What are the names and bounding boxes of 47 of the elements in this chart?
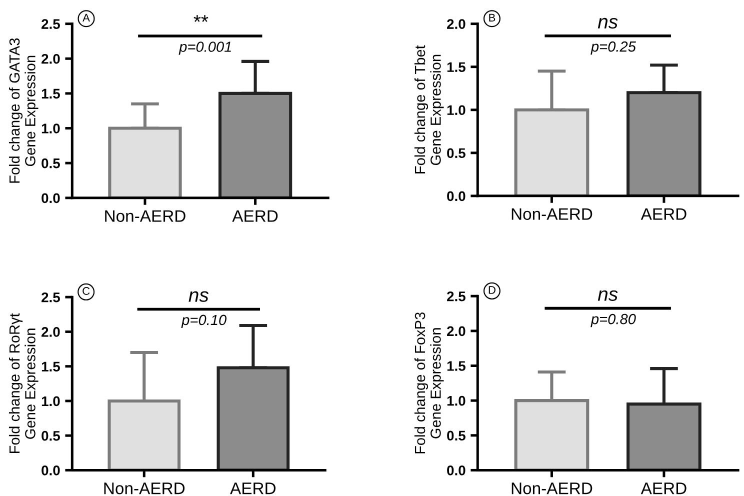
x-tick-label: AERD bbox=[640, 208, 686, 220]
y-tick-label: 0.5 bbox=[447, 430, 466, 441]
chart-title: C bbox=[82, 287, 90, 295]
y-tick-label: 1.5 bbox=[42, 362, 60, 372]
x-tick-label: Non-AERD bbox=[512, 208, 592, 220]
chart-title: B bbox=[489, 14, 496, 22]
y-tick-label: 1.0 bbox=[447, 105, 466, 116]
y-tick-label: 1.0 bbox=[42, 124, 60, 134]
y-tick-label: 2.0 bbox=[447, 326, 466, 336]
text: ** bbox=[194, 15, 208, 22]
y-tick-label: 2.5 bbox=[42, 19, 60, 29]
y-axis-title: Fold change of GATA3 Gene Expression bbox=[8, 38, 38, 183]
y-tick-label: 0.5 bbox=[447, 148, 466, 158]
y-axis-title: Fold change of RoRγt Gene Expression bbox=[8, 313, 38, 453]
x-tick-label: AERD bbox=[640, 482, 686, 494]
y-axis-title: Fold change of FoxP3 Gene Expression bbox=[414, 312, 444, 454]
annotation: ns bbox=[598, 18, 618, 29]
y-tick-label: 2.0 bbox=[42, 327, 60, 337]
y-axis-title: Fold change of Tbet Gene Expression bbox=[414, 45, 444, 174]
x-tick-label: AERD bbox=[230, 482, 276, 494]
x-tick-label: Non-AERD bbox=[105, 210, 186, 222]
y-tick-label: 0.5 bbox=[42, 158, 60, 168]
annotation: p=0.80 bbox=[590, 314, 636, 328]
annotation: p=0.25 bbox=[590, 41, 636, 55]
y-tick-label: 1.0 bbox=[447, 396, 466, 406]
y-tick-label: 0.0 bbox=[42, 193, 60, 204]
y-tick-label: 1.5 bbox=[447, 62, 466, 72]
chart-title: D bbox=[488, 286, 496, 294]
annotation: p=0.001 bbox=[178, 42, 231, 55]
annotation: ns bbox=[188, 291, 209, 302]
chart-title: A bbox=[82, 14, 90, 22]
y-tick-label: 2.5 bbox=[447, 291, 466, 302]
y-tick-label: 1.5 bbox=[42, 88, 60, 99]
y-tick-label: 2.0 bbox=[42, 54, 60, 64]
y-tick-label: 0.5 bbox=[42, 430, 60, 441]
y-tick-label: 0.0 bbox=[42, 466, 60, 476]
annotation: ns bbox=[598, 290, 618, 301]
y-tick-label: 1.0 bbox=[42, 396, 60, 406]
x-tick-label: AERD bbox=[232, 210, 278, 222]
y-tick-label: 1.5 bbox=[447, 361, 466, 371]
y-tick-label: 0.0 bbox=[447, 191, 466, 202]
annotation: p=0.10 bbox=[181, 314, 226, 328]
y-tick-label: 2.0 bbox=[447, 19, 466, 29]
x-tick-label: Non-AERD bbox=[512, 482, 592, 494]
y-tick-label: 0.0 bbox=[447, 466, 466, 476]
x-tick-label: Non-AERD bbox=[104, 482, 185, 494]
y-tick-label: 2.5 bbox=[42, 292, 60, 302]
